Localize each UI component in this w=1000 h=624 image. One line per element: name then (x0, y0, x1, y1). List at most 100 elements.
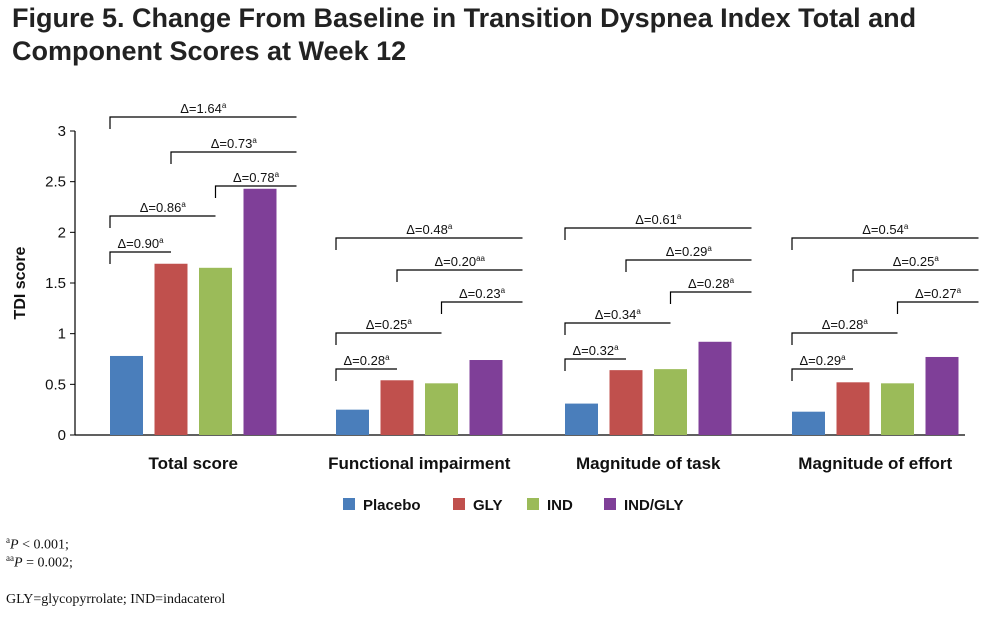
y-tick-label: 1 (58, 326, 66, 343)
comparison-bracket (214, 185, 297, 198)
y-tick-label: 0.5 (45, 376, 66, 393)
comparison-label-sup: a (904, 222, 909, 231)
legend-swatch (604, 498, 616, 510)
comparison-label: Δ=0.29a (666, 244, 713, 259)
comparison-label: Δ=0.23a (459, 286, 506, 301)
comparison-bracket (791, 237, 979, 250)
bar-placebo (336, 409, 369, 435)
comparison-label-sup: aa (476, 254, 485, 263)
comparison-label-sup: a (385, 353, 390, 362)
y-tick-label: 3 (58, 123, 66, 140)
comparison-bracket (564, 322, 671, 335)
footnote-abbreviations: GLY=glycopyrrolate; IND=indacaterol (6, 592, 226, 607)
legend-label: IND (547, 497, 573, 514)
bar-placebo (792, 411, 825, 435)
comparison-label-sup: a (275, 170, 280, 179)
comparison-label-sup: a (501, 286, 506, 295)
comparison-label-sup: a (934, 254, 939, 263)
comparison-label: Δ=0.34a (595, 307, 642, 322)
footnote-aa-text: = 0.002; (22, 555, 73, 571)
bar-placebo (565, 403, 598, 435)
bar-ind-gly (243, 188, 277, 435)
comparison-label: Δ=0.73a (211, 136, 258, 151)
legend-label: Placebo (363, 497, 421, 514)
footnote-a: aP < 0.001; (6, 535, 69, 554)
comparison-label: Δ=0.28a (822, 317, 869, 332)
comparison-label: Δ=0.48a (406, 222, 453, 237)
footnote-aa: aaP = 0.002; (6, 553, 73, 572)
comparison-bracket (852, 269, 979, 282)
bar-ind (881, 383, 914, 435)
footnote-a-p: P (10, 537, 19, 553)
comparison-label-sup: a (730, 276, 735, 285)
legend-label: IND/GLY (624, 497, 683, 514)
bar-ind-gly (469, 360, 503, 435)
comparison-bracket (109, 116, 297, 129)
comparison-bracket (564, 358, 626, 371)
bar-ind-gly (698, 341, 732, 435)
legend-swatch (453, 498, 465, 510)
comparison-bracket (335, 237, 523, 250)
comparison-bracket (669, 291, 752, 304)
y-tick-label: 0 (58, 427, 66, 444)
footnote-a-text: < 0.001; (18, 537, 69, 553)
bar-gly (836, 382, 870, 435)
comparison-label-sup: a (222, 101, 227, 110)
bar-gly (154, 263, 188, 435)
category-label: Functional impairment (328, 454, 511, 473)
comparison-bracket (791, 332, 898, 345)
comparison-label-sup: a (252, 136, 257, 145)
bar-gly (609, 370, 643, 435)
comparison-label-sup: a (614, 343, 619, 352)
bar-placebo (110, 355, 143, 435)
category-label: Total score (149, 454, 238, 473)
comparison-label-sup: a (677, 212, 682, 221)
comparison-label: Δ=0.90a (117, 236, 164, 251)
bar-gly (380, 380, 414, 435)
comparison-label-sup: a (707, 244, 712, 253)
comparison-label: Δ=0.28a (688, 276, 735, 291)
category-label: Magnitude of effort (798, 454, 952, 473)
comparison-label: Δ=0.27a (915, 286, 962, 301)
legend-swatch (527, 498, 539, 510)
comparison-label: Δ=1.64a (180, 101, 227, 116)
comparison-label: Δ=0.25a (366, 317, 413, 332)
y-axis-label: TDI score (12, 246, 29, 319)
comparison-bracket (109, 251, 171, 264)
comparison-label: Δ=0.86a (140, 200, 187, 215)
comparison-bracket (564, 227, 752, 240)
bar-ind (199, 267, 232, 435)
comparison-label-sup: a (863, 317, 868, 326)
comparison-label-sup: a (407, 317, 412, 326)
comparison-label-sup: a (841, 353, 846, 362)
comparison-bracket (335, 368, 397, 381)
comparison-label: Δ=0.61a (635, 212, 682, 227)
comparison-bracket (335, 332, 442, 345)
bar-chart: 0 0.5 1 1.5 2 2.5 3 TDI score Total score Functio… (12, 101, 979, 514)
comparison-label-sup: a (636, 307, 641, 316)
comparison-label: Δ=0.32a (572, 343, 619, 358)
y-tick-label: 2.5 (45, 174, 66, 191)
comparison-label-sup: a (181, 200, 186, 209)
comparison-bracket (625, 259, 752, 272)
y-tick-label: 2 (58, 224, 66, 241)
footnote-aa-marker: aa (6, 553, 14, 563)
comparison-label-sup: a (448, 222, 453, 231)
legend-label: GLY (473, 497, 502, 514)
comparison-label: Δ=0.28a (343, 353, 390, 368)
legend-swatch (343, 498, 355, 510)
comparison-bracket (109, 215, 216, 228)
comparison-label: Δ=0.78a (233, 170, 280, 185)
figure-title: Figure 5. Change From Baseline in Transi… (12, 3, 917, 66)
comparison-bracket (170, 151, 297, 164)
comparison-bracket (896, 301, 979, 314)
comparison-label: Δ=0.25a (893, 254, 940, 269)
footnote-aa-p: P (14, 555, 23, 571)
comparison-label-sup: a (159, 236, 164, 245)
comparison-bracket (440, 301, 523, 314)
bar-ind (654, 369, 687, 435)
footnote-a-marker: a (6, 535, 10, 545)
comparison-label: Δ=0.54a (862, 222, 909, 237)
comparison-label: Δ=0.20aa (435, 254, 486, 269)
bar-ind-gly (925, 356, 959, 435)
